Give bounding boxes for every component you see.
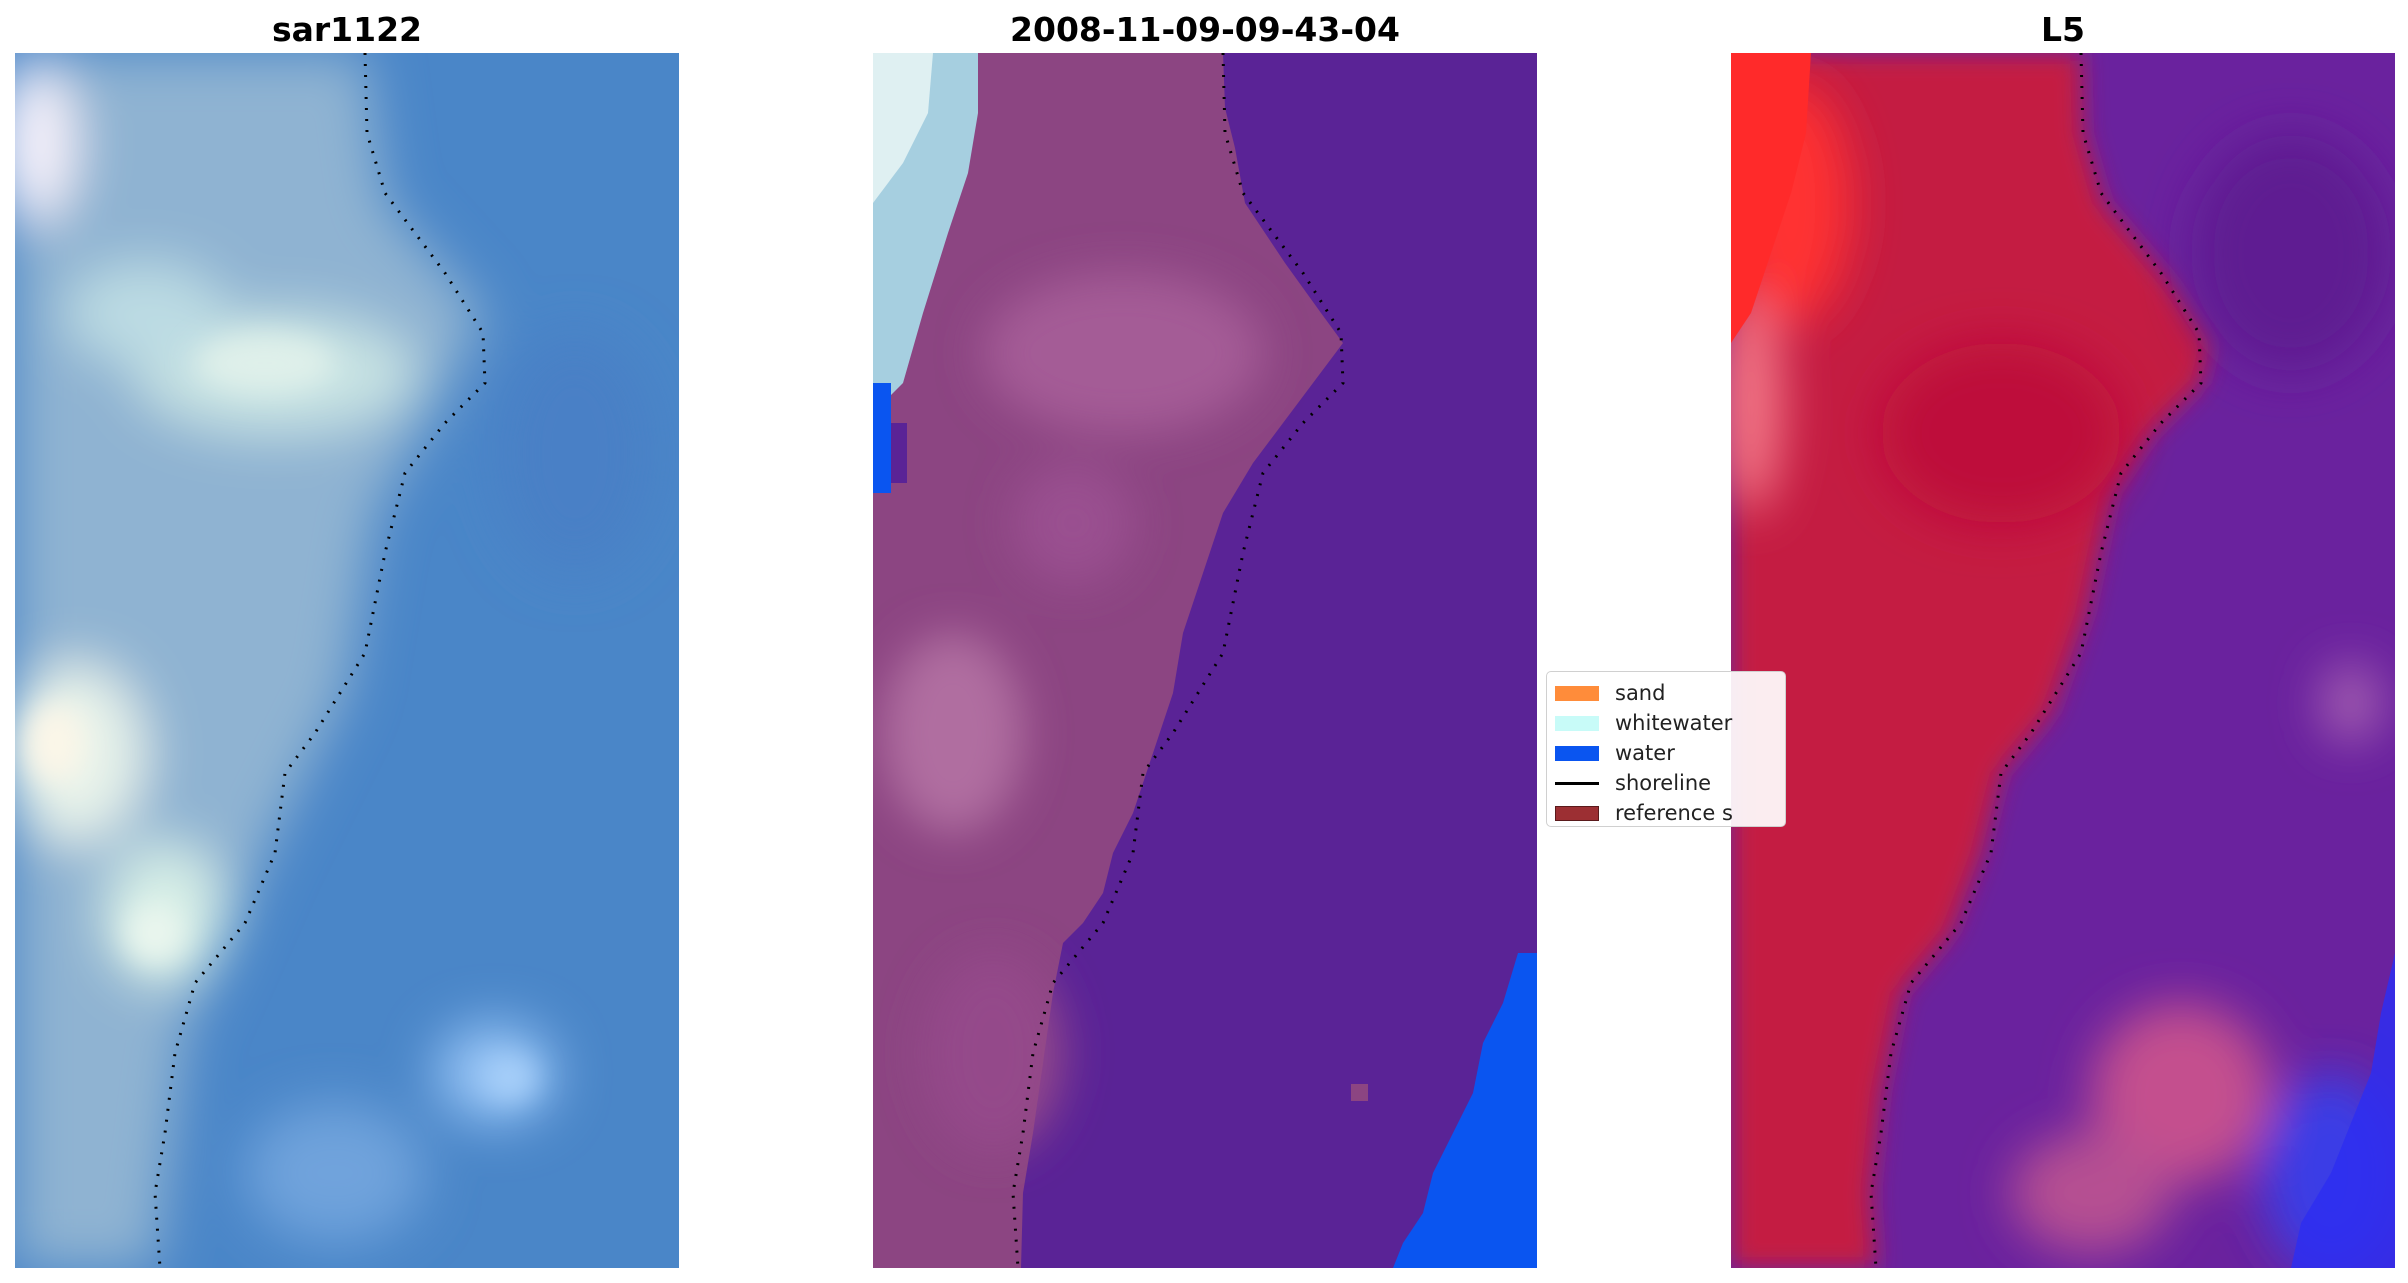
classified-image-panel xyxy=(873,53,1537,1268)
legend-item-shoreline: shoreline xyxy=(1555,768,1785,798)
shoreline-line-icon xyxy=(1555,781,1599,785)
reference-swatch xyxy=(1555,805,1599,821)
shoreline-classified xyxy=(1011,53,1345,1268)
rgb-image xyxy=(15,53,679,1268)
classified-panel-title: 2008-11-09-09-43-04 xyxy=(1010,10,1400,49)
legend-label-reference: reference s xyxy=(1615,801,1733,825)
shoreline-rgb xyxy=(153,53,487,1268)
sand-swatch xyxy=(1555,685,1599,701)
legend-item-sand: sand xyxy=(1555,678,1785,708)
shoreline-index xyxy=(1869,53,2203,1268)
legend-item-water: water xyxy=(1555,738,1785,768)
rgb-image-panel xyxy=(15,53,679,1268)
legend-item-reference: reference s xyxy=(1555,798,1785,828)
legend-label-water: water xyxy=(1615,741,1675,765)
index-image-panel xyxy=(1731,53,2395,1268)
index-panel-title: L5 xyxy=(2041,10,2085,49)
legend-label-whitewater: whitewater xyxy=(1615,711,1733,735)
legend-label-shoreline: shoreline xyxy=(1615,771,1712,795)
whitewater-swatch xyxy=(1555,715,1599,731)
index-image xyxy=(1731,53,2395,1268)
classified-image xyxy=(873,53,1537,1268)
water-swatch xyxy=(1555,745,1599,761)
legend-item-whitewater: whitewater xyxy=(1555,708,1785,738)
legend: sand whitewater water shoreline referenc… xyxy=(1546,671,1786,827)
rgb-panel-title: sar1122 xyxy=(271,10,423,49)
legend-label-sand: sand xyxy=(1615,681,1666,705)
